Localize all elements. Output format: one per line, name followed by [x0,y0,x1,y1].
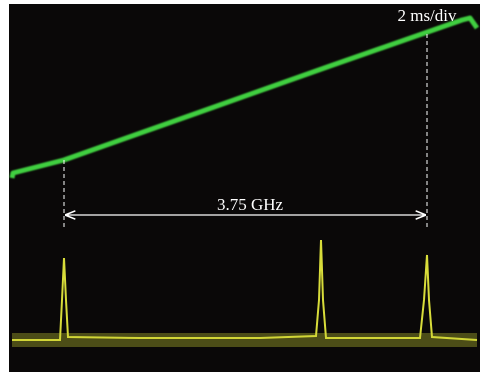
scope-screen [9,4,480,372]
spectrum-noise [12,333,477,347]
frequency-span-label: 3.75 GHz [217,195,284,214]
time-scale-label: 2 ms/div [397,6,457,25]
page: 3.75 GHz 2 ms/div (() => { const data = … [0,0,489,378]
scope-screenshot: 3.75 GHz 2 ms/div [0,0,489,378]
